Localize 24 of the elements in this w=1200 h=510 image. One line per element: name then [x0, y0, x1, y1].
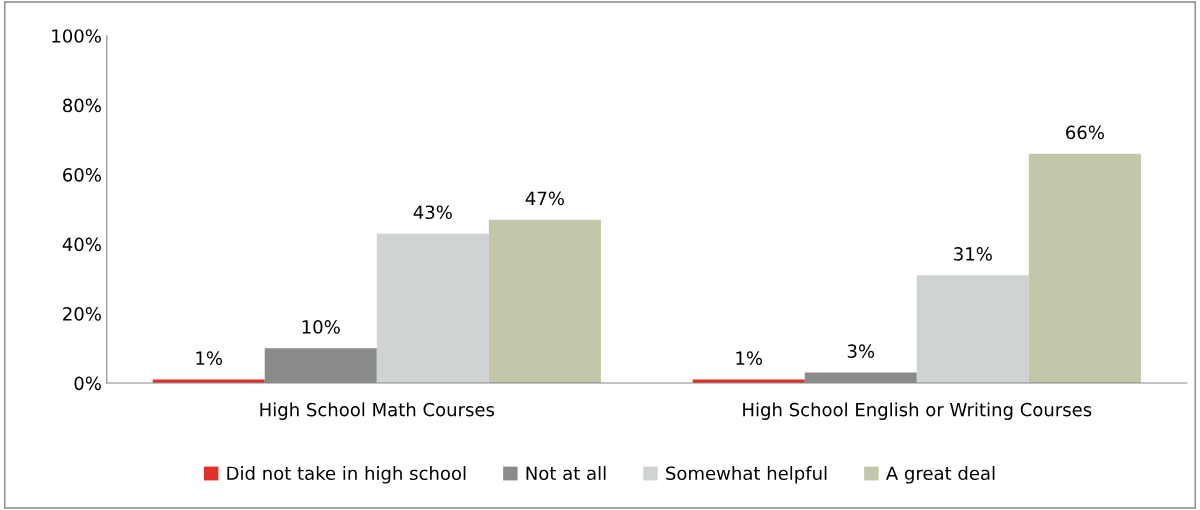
x-tick-label: High School Math Courses	[260, 402, 495, 420]
legend-label: Did not take in high school	[227, 466, 466, 484]
bar	[376, 233, 489, 384]
y-tick-label: 60%	[63, 168, 101, 182]
data-label: 3%	[847, 344, 875, 358]
y-tick-label: 100%	[52, 29, 101, 43]
data-label: 43%	[413, 205, 452, 220]
data-label: 1%	[736, 351, 763, 365]
data-label: 31%	[954, 247, 992, 261]
bar	[488, 219, 601, 384]
y-tick-label: 80%	[63, 98, 101, 113]
y-tick-label: 20%	[63, 307, 101, 321]
legend-label: A great deal	[885, 466, 995, 484]
bar	[916, 275, 1029, 384]
x-tick-label: High School English or Writing Courses	[743, 402, 1092, 420]
data-label: 1%	[196, 351, 223, 365]
y-tick-label: 0%	[74, 376, 101, 391]
bar	[1028, 153, 1141, 384]
data-label: 66%	[1066, 125, 1104, 140]
y-tick-label: 40%	[62, 237, 101, 252]
data-label: 10%	[302, 320, 340, 334]
legend-label: Not at all	[526, 466, 606, 481]
legend-label: Somewhat helpful	[666, 466, 827, 484]
data-label: 47%	[525, 191, 564, 206]
